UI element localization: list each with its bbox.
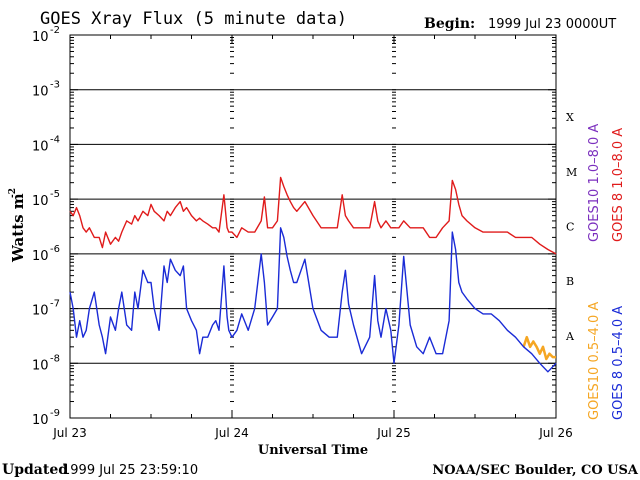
y-tick-base: 10 <box>32 194 49 209</box>
begin-value: 1999 Jul 23 0000UT <box>488 17 616 32</box>
y-tick-base: 10 <box>32 85 49 100</box>
x-tick-label: Jul 23 <box>52 426 87 440</box>
series-line-0 <box>69 176 557 255</box>
flare-class-b: B <box>566 275 574 288</box>
begin-label: Begin: <box>424 16 475 32</box>
y-tick-label: 10 -8 <box>32 353 60 373</box>
y-tick-exponent: -8 <box>50 353 60 364</box>
flare-class-a: A <box>565 330 575 343</box>
updated-label: Updated <box>2 462 68 478</box>
x-tick-label: Jul 25 <box>376 426 411 440</box>
series-line-1 <box>522 335 556 361</box>
y-axis-label: Watts m <box>9 193 27 263</box>
tick-layer <box>69 35 557 419</box>
y-tick-exponent: -6 <box>50 244 60 255</box>
series-line-2 <box>69 227 557 373</box>
y-tick-label: 10 -6 <box>32 244 60 264</box>
y-tick-base: 10 <box>32 30 49 45</box>
flare-class-labels: X M C B A <box>565 111 577 343</box>
chart-title: GOES Xray Flux (5 minute data) <box>40 9 347 29</box>
series-layer <box>69 176 557 373</box>
y-tick-label: 10 -4 <box>32 134 60 154</box>
source-credit: NOAA/SEC Boulder, CO USA <box>432 463 639 478</box>
y-tick-exponent: -7 <box>50 299 60 310</box>
y-tick-exponent: -4 <box>50 134 60 145</box>
legend-entry-3: GOES 8 0.5–4.0 A <box>611 306 626 420</box>
legend-entry-1: GOES 8 1.0–8.0 A <box>611 128 626 242</box>
x-tick-label: Jul 24 <box>214 426 249 440</box>
y-tick-exponent: -2 <box>50 25 60 36</box>
y-tick-exponent: -5 <box>50 189 60 200</box>
x-tick-labels: Jul 23 Jul 24 Jul 25 Jul 26 <box>52 426 573 440</box>
y-tick-base: 10 <box>32 139 49 154</box>
legend-entry-0: GOES10 1.0–8.0 A <box>587 124 602 242</box>
y-tick-base: 10 <box>32 358 49 373</box>
y-tick-exponent: -3 <box>50 80 60 91</box>
flare-class-c: C <box>566 221 574 234</box>
x-axis-label: Universal Time <box>258 443 368 458</box>
legend: GOES10 1.0–8.0 A GOES 8 1.0–8.0 A GOES10 0… <box>587 124 626 420</box>
updated-value: 1999 Jul 25 23:59:10 <box>62 463 198 478</box>
y-tick-label: 10 -9 <box>32 408 60 428</box>
y-tick-label: 10 -7 <box>32 299 60 319</box>
y-tick-base: 10 <box>32 304 49 319</box>
legend-entry-2: GOES10 0.5–4.0 A <box>587 302 602 420</box>
flare-class-m: M <box>566 166 577 179</box>
y-tick-labels: 10-210-310-410-510-610-710-810-9 <box>32 25 60 428</box>
y-axis-label-exponent: -2 <box>8 188 18 198</box>
y-tick-base: 10 <box>32 249 49 264</box>
y-tick-base: 10 <box>32 413 49 428</box>
x-tick-label: Jul 26 <box>538 426 573 440</box>
y-axis-label-group: Watts m -2 <box>8 188 27 263</box>
flare-class-x: X <box>566 111 574 124</box>
y-tick-label: 10 -3 <box>32 80 60 100</box>
y-tick-label: 10 -5 <box>32 189 60 209</box>
plot-frame <box>69 34 557 419</box>
y-tick-label: 10 -2 <box>32 25 60 45</box>
y-tick-exponent: -9 <box>50 408 60 419</box>
